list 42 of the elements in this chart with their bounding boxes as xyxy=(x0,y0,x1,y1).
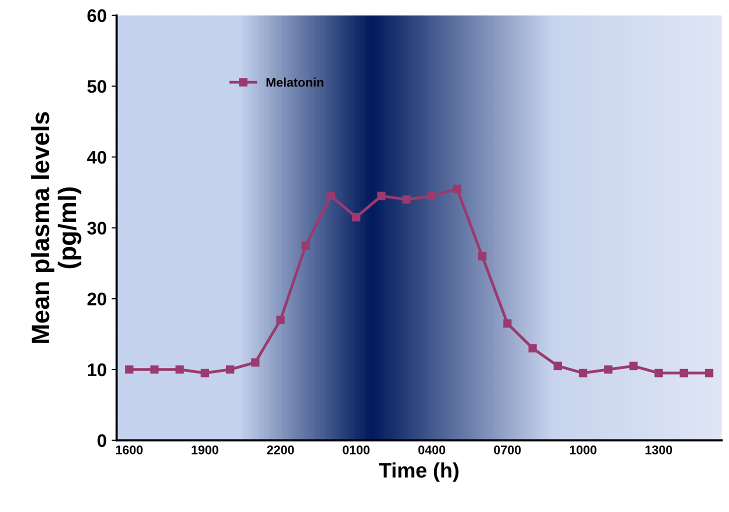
point xyxy=(478,252,486,260)
x-tick-label: 1900 xyxy=(192,446,218,454)
point xyxy=(176,365,184,374)
point xyxy=(150,365,159,374)
point xyxy=(629,362,638,370)
point xyxy=(554,362,562,370)
point xyxy=(503,319,512,328)
y-tick-label: 20 xyxy=(87,292,106,306)
y-tick-label: 40 xyxy=(87,150,106,164)
x-tick-label: 1600 xyxy=(116,446,143,454)
x-tick-label: 2200 xyxy=(267,446,294,454)
y-axis-title: Mean plasma levels (pg/ml) xyxy=(30,112,82,343)
point xyxy=(604,365,612,374)
point xyxy=(428,192,436,200)
point xyxy=(200,368,210,378)
point xyxy=(704,368,714,378)
point xyxy=(402,195,411,204)
y-tick-label: 30 xyxy=(87,222,106,235)
x-tick-label: 0400 xyxy=(418,446,446,454)
y-tick-label: 60 xyxy=(87,9,106,22)
point xyxy=(528,344,537,352)
point xyxy=(452,184,462,194)
point xyxy=(352,213,360,222)
point xyxy=(302,241,310,250)
point xyxy=(326,192,336,200)
x-tick-label: 1300 xyxy=(646,446,672,454)
y-tick-label: 0 xyxy=(98,434,106,448)
x-axis-title: Time (h) xyxy=(379,462,458,482)
point xyxy=(276,316,285,324)
legend-label: Melatonin xyxy=(266,78,324,87)
y-tick-label: 50 xyxy=(87,80,106,93)
point xyxy=(680,368,688,378)
y-tick-label: 10 xyxy=(88,363,106,376)
x-tick-label: 0700 xyxy=(494,446,521,454)
point xyxy=(125,365,134,374)
x-tick-label: 0100 xyxy=(342,446,370,454)
x-tick-label: 1000 xyxy=(570,446,596,454)
point xyxy=(251,358,260,367)
point xyxy=(578,368,588,378)
point xyxy=(377,192,386,200)
point xyxy=(654,368,663,378)
point xyxy=(226,365,234,374)
